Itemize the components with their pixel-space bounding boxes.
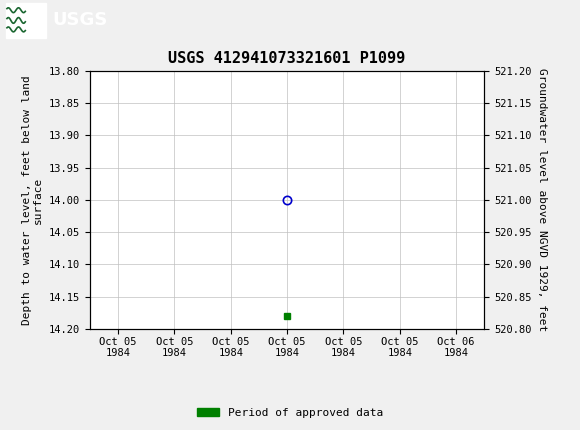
Text: USGS: USGS (52, 12, 107, 29)
Y-axis label: Depth to water level, feet below land
surface: Depth to water level, feet below land su… (22, 75, 44, 325)
Y-axis label: Groundwater level above NGVD 1929, feet: Groundwater level above NGVD 1929, feet (537, 68, 547, 332)
Title: USGS 412941073321601 P1099: USGS 412941073321601 P1099 (168, 51, 406, 66)
Bar (6, 3, 46, 37)
Legend: Period of approved data: Period of approved data (193, 403, 387, 422)
